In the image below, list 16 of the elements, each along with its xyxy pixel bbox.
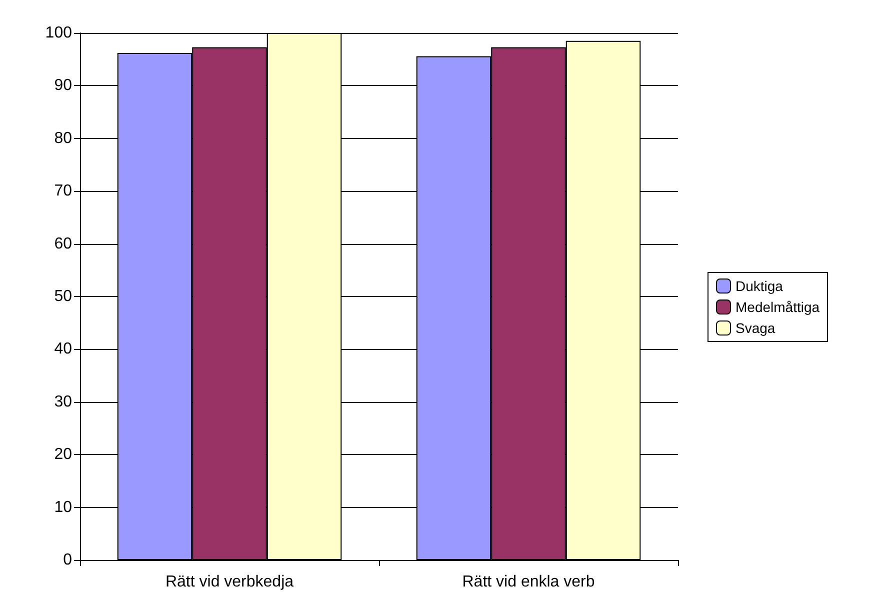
y-tick-label: 10 <box>54 498 72 516</box>
y-tick-label: 90 <box>54 77 72 94</box>
x-tick-label: Rätt vid verbkedja <box>165 574 294 590</box>
y-tick-label: 100 <box>45 24 72 42</box>
x-tick-label: Rätt vid enkla verb <box>462 574 595 590</box>
y-tick-label: 0 <box>63 552 72 568</box>
y-tick-label: 70 <box>54 182 72 200</box>
y-tick-label: 50 <box>54 288 72 305</box>
y-tick-label: 80 <box>54 130 72 147</box>
y-tick-label: 30 <box>54 393 72 410</box>
y-tick-label: 20 <box>54 446 72 464</box>
y-tick-label: 60 <box>54 235 72 252</box>
y-tick-label: 40 <box>54 340 72 358</box>
legend-label: Svaga <box>736 320 776 336</box>
legend-label: Medelmåttiga <box>736 299 820 315</box>
legend-label: Duktiga <box>736 278 784 294</box>
